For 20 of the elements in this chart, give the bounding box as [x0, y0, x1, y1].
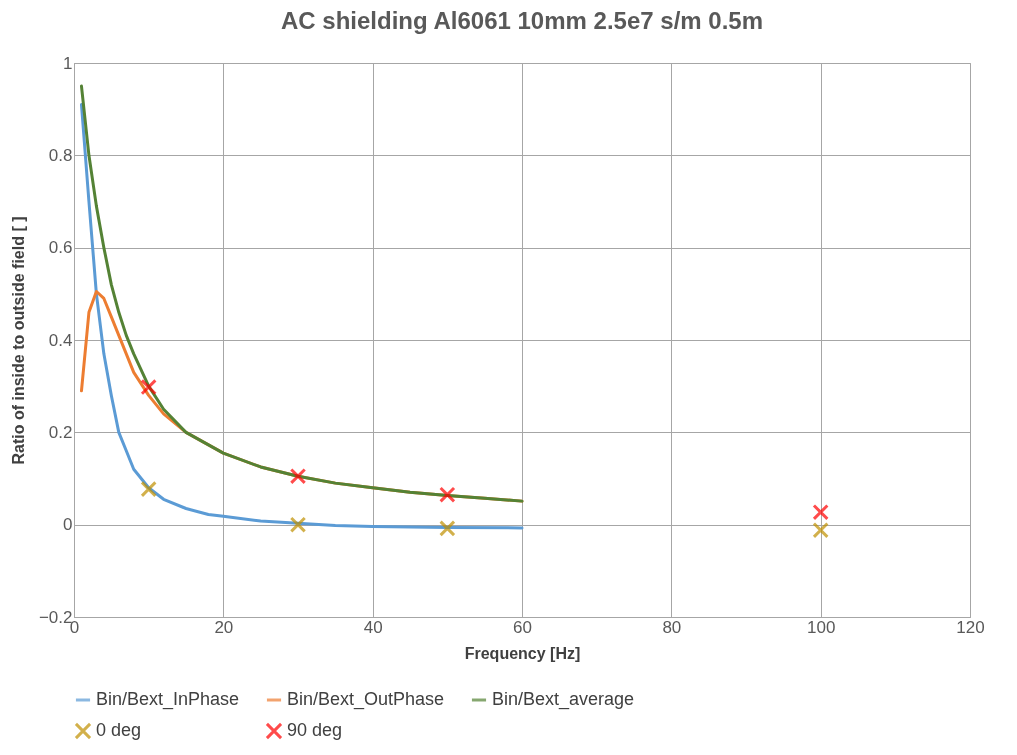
y-tick-label: 0.4: [48, 330, 73, 350]
y-tick-label: 0.2: [48, 422, 73, 442]
legend-label: 90 deg: [287, 720, 343, 740]
x-tick-label: 120: [956, 617, 985, 637]
legend-label: 0 deg: [96, 720, 142, 740]
x-tick-label: 40: [363, 617, 383, 637]
x-tick-label: 100: [806, 617, 836, 637]
y-tick-label: 1: [63, 53, 73, 73]
legend-label: Bin/Bext_OutPhase: [287, 689, 445, 710]
y-tick-label: 0.6: [48, 238, 73, 258]
x-tick-label: 60: [513, 617, 532, 637]
y-tick-label: 0: [63, 515, 73, 535]
legend-label: Bin/Bext_InPhase: [96, 689, 240, 710]
legend-label: Bin/Bext_average: [492, 689, 635, 710]
y-tick-label: 0.8: [48, 145, 73, 165]
x-tick-label: 20: [214, 617, 234, 637]
chart-title: AC shielding Al6061 10mm 2.5e7 s/m 0.5m: [280, 7, 764, 34]
y-axis-title: Ratio of inside to outside field [ ]: [9, 216, 27, 465]
x-tick-label: 80: [662, 617, 682, 637]
x-axis-title: Frequency [Hz]: [464, 644, 581, 662]
